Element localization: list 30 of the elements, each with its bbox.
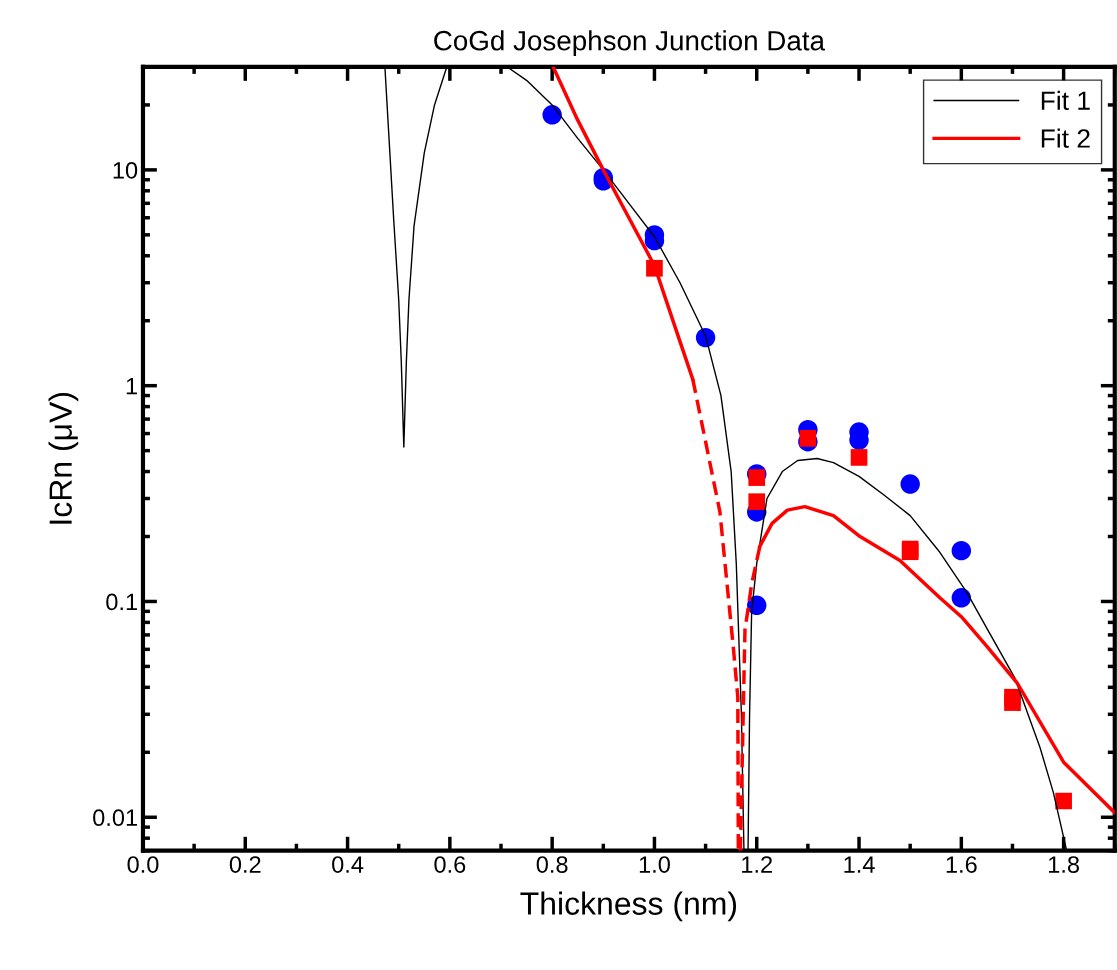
legend-label: Fit 1 bbox=[1041, 90, 1090, 111]
point bbox=[542, 105, 562, 125]
y-tick-label: 1 bbox=[126, 377, 137, 395]
point bbox=[951, 588, 972, 608]
x-tick-label: 1.6 bbox=[946, 856, 977, 873]
point bbox=[900, 474, 920, 494]
x-tick-label: 0.4 bbox=[332, 856, 364, 873]
y-tick-label: 10 bbox=[113, 161, 138, 179]
x-tick-label: 0.0 bbox=[127, 856, 159, 873]
x-tick-label: 0.8 bbox=[536, 856, 568, 873]
y-tick-label: 0.01 bbox=[93, 809, 137, 827]
point bbox=[951, 540, 972, 561]
x-tick-label: 1.8 bbox=[1049, 856, 1080, 873]
point bbox=[799, 430, 817, 447]
point bbox=[748, 469, 766, 486]
legend-label: Fit 2 bbox=[1041, 128, 1090, 148]
y-tick-label: 0.1 bbox=[106, 593, 137, 611]
point bbox=[695, 327, 716, 348]
point bbox=[1004, 694, 1021, 711]
x-tick-label: 0.2 bbox=[229, 856, 261, 873]
x-tick-label: 1.4 bbox=[844, 856, 875, 873]
point bbox=[850, 449, 868, 466]
point bbox=[748, 493, 766, 511]
y-axis-title: IcRn (μV) bbox=[48, 393, 79, 524]
chart-title: CoGd Josephson Junction Data bbox=[434, 30, 825, 57]
point bbox=[1055, 792, 1072, 810]
x-axis-title: Thickness (nm) bbox=[520, 891, 737, 922]
x-tick-label: 1.2 bbox=[742, 856, 772, 873]
x-tick-label: 0.6 bbox=[434, 856, 466, 873]
x-tick-label: 1.0 bbox=[639, 856, 670, 873]
